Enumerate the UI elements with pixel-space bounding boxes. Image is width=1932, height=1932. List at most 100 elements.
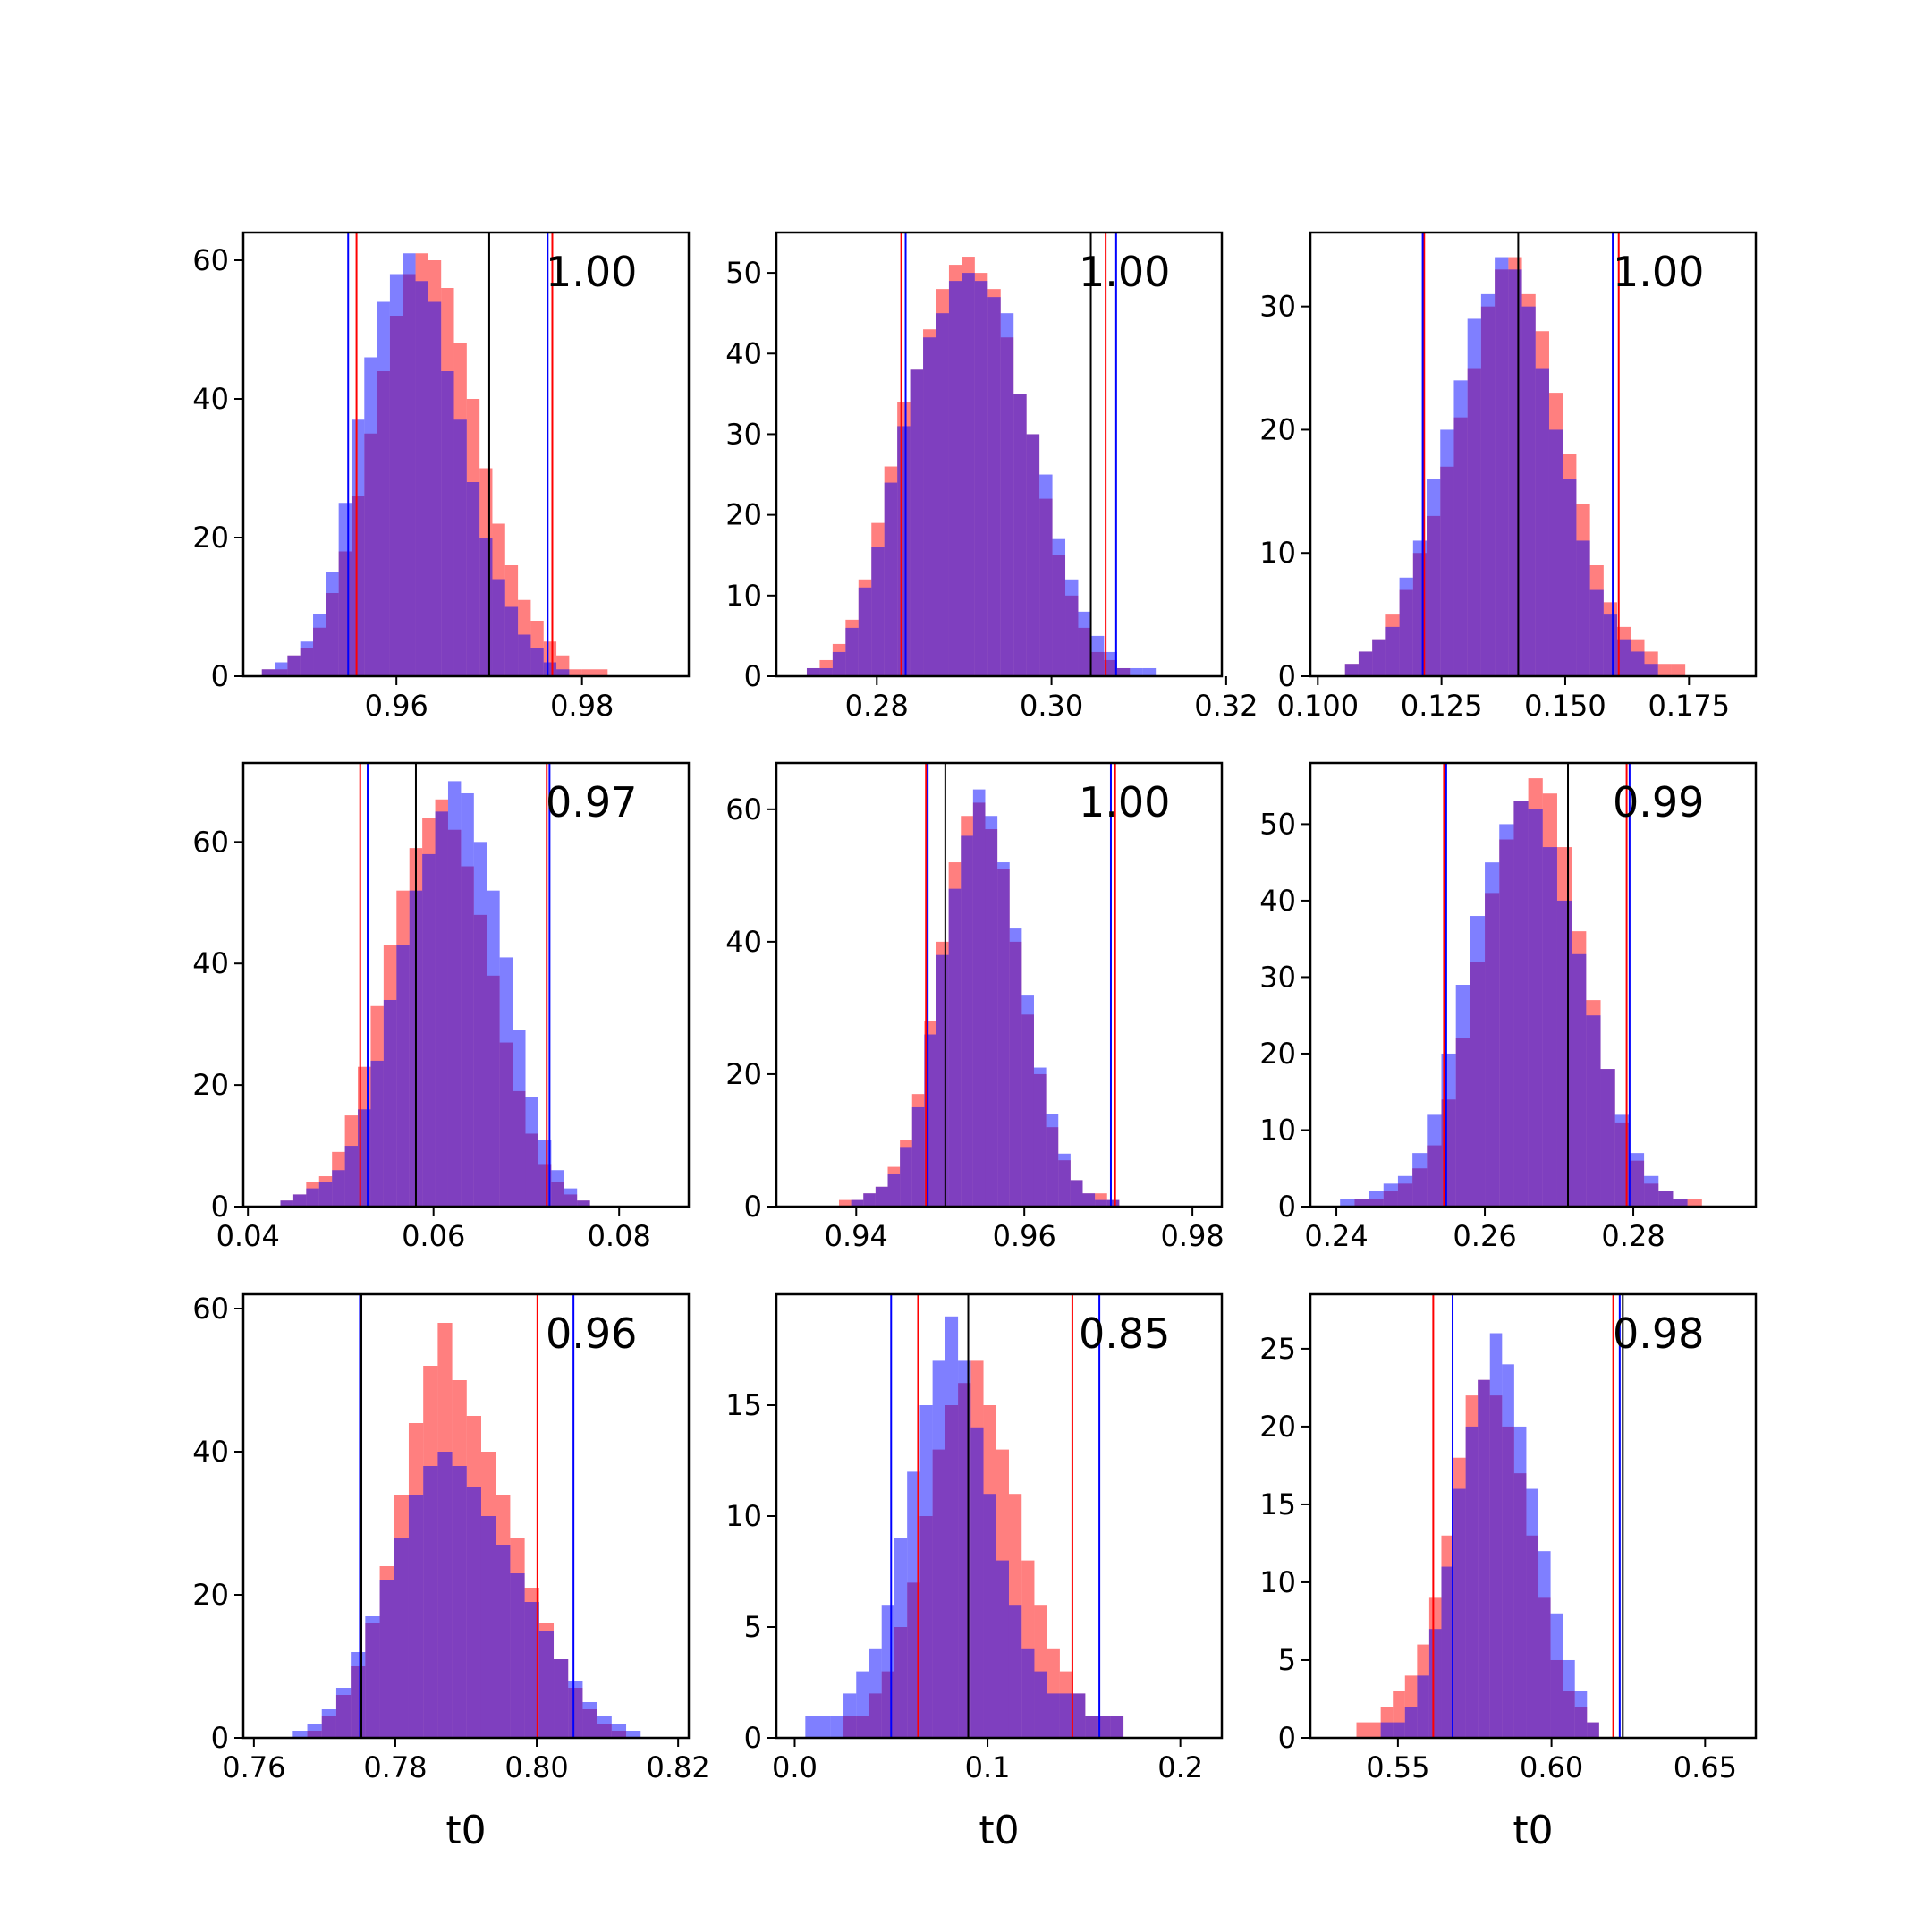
blue-bar [1021,1648,1035,1738]
blue-histogram [1344,257,1658,676]
blue-bar [1467,318,1481,676]
x-tick-label: 0.65 [1674,1750,1737,1784]
blue-bar [389,274,403,676]
blue-bar [1576,540,1590,676]
blue-bar [582,1702,597,1738]
blue-bar [1104,651,1117,676]
blue-bar [538,1140,552,1207]
blue-bar [1528,809,1543,1207]
blue-bar [1397,1175,1413,1207]
blue-bar [983,1494,996,1738]
blue-bar [1495,257,1509,676]
y-tick-label: 20 [725,498,762,532]
x-tick-label: 0.96 [365,689,428,723]
blue-bar [1385,626,1400,676]
x-tick-label: 0.175 [1648,689,1730,723]
blue-bar [1130,667,1143,676]
blue-bar [1535,368,1549,676]
x-tick-label: 0.82 [647,1750,710,1784]
blue-bar [1453,380,1468,676]
blue-bar [1383,1183,1398,1207]
y-tick-label: 10 [1259,1565,1296,1599]
blue-bar [1629,1153,1645,1207]
blue-bar [287,655,301,676]
y-tick-label: 60 [192,243,229,277]
blue-bar [1072,1693,1086,1738]
blue-bar [504,606,519,676]
blue-bar [961,835,973,1207]
blue-bar [1508,269,1522,676]
subplot-6: 0.24 0.26 0.28 0 10 20 30 40 50 0.99 [1259,761,1758,1253]
blue-bar [370,1060,384,1207]
red-bar [1671,664,1686,676]
y-tick-label: 0 [211,1190,229,1224]
blue-bar [307,1724,322,1738]
blue-bar [1412,1153,1428,1207]
blue-bar [473,842,487,1207]
blue-histogram [806,273,1157,676]
x-tick-label: 0.2 [1157,1750,1203,1784]
y-tick-label: 30 [725,417,762,451]
blue-bar [1548,429,1563,676]
y-tick-label: 30 [1259,290,1296,324]
y-tick-label: 5 [1278,1643,1296,1677]
blue-bar [577,1200,590,1207]
blue-bar [280,1200,293,1207]
red-bar [595,669,608,676]
y-tick-label: 40 [1259,884,1296,918]
blue-bar [945,1316,959,1738]
blue-bar [923,337,936,676]
blue-bar [518,634,531,676]
overlap-annotation: 0.85 [1079,1309,1170,1358]
blue-bar [1644,1175,1659,1207]
blue-bar [1095,1199,1107,1207]
y-tick-label: 10 [1259,1113,1296,1147]
blue-bar [884,482,898,676]
subplot-3: 0.100 0.125 0.150 0.175 0 10 20 30 1.00 [1259,231,1758,723]
y-tick-label: 20 [1259,1410,1296,1444]
blue-bar [806,667,820,676]
blue-bar [332,1170,345,1207]
blue-bar [1046,1693,1060,1738]
blue-bar [1513,801,1529,1207]
axes-frame [775,231,1224,678]
blue-bar [437,1452,453,1738]
blue-bar [1521,306,1536,676]
blue-bar [863,1193,876,1207]
y-tick-label: 40 [725,336,762,370]
x-tick-label: 0.150 [1524,689,1606,723]
blue-bar [441,371,454,676]
axes-frame [242,231,691,678]
blue-bar [261,669,275,676]
blue-bar [461,792,474,1207]
blue-bar [1550,1613,1563,1738]
blue-bar [1078,611,1091,676]
blue-bar [1026,434,1040,676]
blue-bar [1563,1659,1575,1738]
blue-bar [383,999,397,1207]
blue-bar [1059,1693,1073,1738]
blue-bar [1441,1053,1456,1207]
blue-bar [871,547,885,676]
blue-bar [936,313,949,676]
y-tick-label: 60 [192,825,229,859]
overlap-annotation: 1.00 [1079,248,1170,296]
y-tick-label: 50 [725,256,762,290]
blue-histogram [292,1452,641,1738]
blue-bar [564,1188,578,1207]
blue-bar [1380,1722,1394,1738]
blue-bar [1465,1426,1479,1738]
x-tick-label: 0.0 [772,1750,818,1784]
blue-bar [597,1716,612,1738]
blue-bar [919,1405,933,1738]
blue-bar [1340,1199,1355,1207]
blue-histogram [805,1316,1124,1738]
blue-bar [513,1030,526,1207]
x-tick-label: 0.04 [216,1219,280,1253]
axes-frame [242,761,691,1208]
blue-bar [1065,579,1079,676]
blue-bar [524,1602,539,1738]
blue-bar [819,667,833,676]
blue-bar [1480,293,1496,676]
blue-bar [858,587,872,676]
